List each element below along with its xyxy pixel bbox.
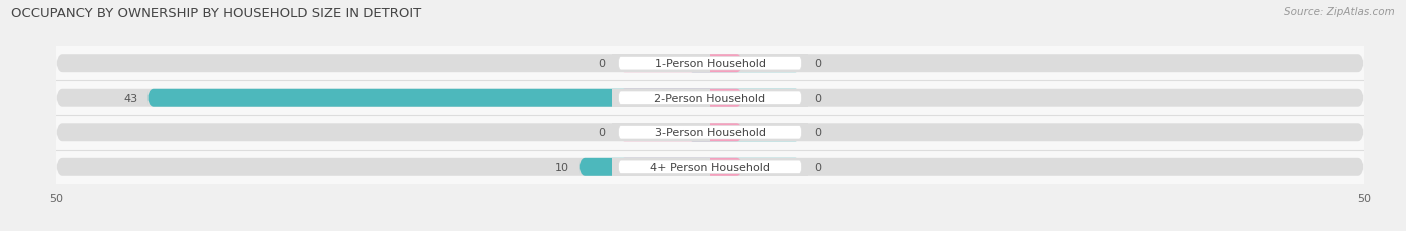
- FancyBboxPatch shape: [686, 124, 801, 142]
- Text: 10: 10: [555, 162, 569, 172]
- Text: 0: 0: [599, 59, 606, 69]
- FancyBboxPatch shape: [30, 150, 1391, 184]
- Text: 1-Person Household: 1-Person Household: [655, 59, 765, 69]
- FancyBboxPatch shape: [619, 160, 801, 174]
- FancyBboxPatch shape: [56, 89, 1364, 107]
- Text: 43: 43: [124, 93, 138, 103]
- FancyBboxPatch shape: [619, 124, 742, 142]
- FancyBboxPatch shape: [619, 126, 801, 139]
- FancyBboxPatch shape: [579, 158, 801, 176]
- FancyBboxPatch shape: [30, 116, 1391, 150]
- FancyBboxPatch shape: [710, 55, 808, 73]
- Text: 2-Person Household: 2-Person Household: [654, 93, 766, 103]
- FancyBboxPatch shape: [619, 92, 801, 105]
- FancyBboxPatch shape: [710, 124, 808, 142]
- FancyBboxPatch shape: [612, 89, 710, 107]
- FancyBboxPatch shape: [686, 55, 801, 73]
- FancyBboxPatch shape: [710, 158, 808, 176]
- Text: OCCUPANCY BY OWNERSHIP BY HOUSEHOLD SIZE IN DETROIT: OCCUPANCY BY OWNERSHIP BY HOUSEHOLD SIZE…: [11, 7, 422, 20]
- FancyBboxPatch shape: [612, 124, 710, 142]
- FancyBboxPatch shape: [612, 158, 710, 176]
- FancyBboxPatch shape: [619, 55, 742, 73]
- Text: 0: 0: [814, 162, 821, 172]
- Text: 0: 0: [599, 128, 606, 138]
- FancyBboxPatch shape: [148, 89, 801, 107]
- FancyBboxPatch shape: [619, 89, 742, 107]
- Text: 0: 0: [814, 128, 821, 138]
- Text: 0: 0: [814, 59, 821, 69]
- FancyBboxPatch shape: [619, 57, 801, 71]
- FancyBboxPatch shape: [30, 81, 1391, 116]
- FancyBboxPatch shape: [710, 89, 808, 107]
- FancyBboxPatch shape: [30, 47, 1391, 81]
- Text: 4+ Person Household: 4+ Person Household: [650, 162, 770, 172]
- FancyBboxPatch shape: [56, 158, 1364, 176]
- Text: 3-Person Household: 3-Person Household: [655, 128, 765, 138]
- Text: 0: 0: [814, 93, 821, 103]
- FancyBboxPatch shape: [56, 124, 1364, 142]
- FancyBboxPatch shape: [56, 55, 1364, 73]
- FancyBboxPatch shape: [612, 55, 710, 73]
- Text: Source: ZipAtlas.com: Source: ZipAtlas.com: [1284, 7, 1395, 17]
- FancyBboxPatch shape: [619, 158, 742, 176]
